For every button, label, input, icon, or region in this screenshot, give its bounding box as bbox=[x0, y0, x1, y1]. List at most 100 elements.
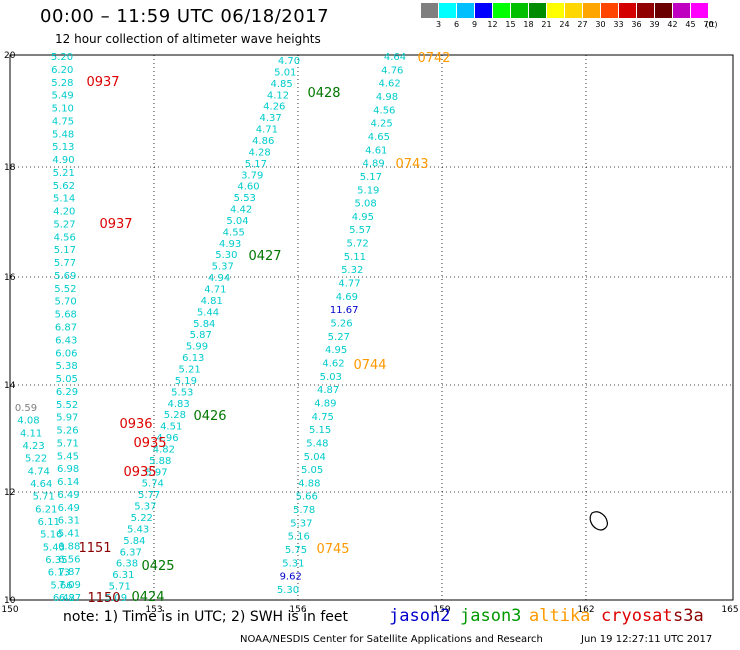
time-label: 1151 bbox=[78, 541, 111, 556]
wave-height-value: 5.75 bbox=[285, 545, 307, 556]
wave-height-value: 6.98 bbox=[57, 464, 79, 475]
wave-height-value: 5.52 bbox=[56, 400, 78, 411]
wave-height-value: 6.42 bbox=[53, 593, 75, 604]
lat-tick-label: 20 bbox=[4, 51, 16, 61]
wave-height-value: 5.17 bbox=[54, 245, 76, 256]
time-label: 0936 bbox=[119, 417, 152, 432]
satellite-label-s3a: s3a bbox=[673, 606, 704, 626]
wave-height-value: 5.17 bbox=[245, 159, 267, 170]
wave-height-value: 6.49 bbox=[58, 503, 80, 514]
wave-height-value: 4.96 bbox=[156, 433, 178, 444]
legend-label: 21 bbox=[541, 20, 552, 29]
time-label: 0425 bbox=[141, 559, 174, 574]
wave-height-value: 4.95 bbox=[325, 345, 347, 356]
wave-height-value: 5.26 bbox=[56, 426, 78, 437]
wave-height-value: 5.28 bbox=[51, 78, 73, 89]
wave-height-value: 4.75 bbox=[312, 412, 334, 423]
wave-height-value: 5.71 bbox=[109, 582, 131, 593]
lat-tick-label: 14 bbox=[4, 381, 16, 391]
wave-height-value: 4.85 bbox=[270, 79, 292, 90]
wave-height-value: 5.38 bbox=[55, 361, 77, 372]
legend-label: 9 bbox=[471, 20, 478, 29]
wave-height-value: 5.10 bbox=[52, 104, 74, 115]
legend-swatch bbox=[475, 3, 492, 18]
wave-height-value: 6.87 bbox=[59, 593, 81, 604]
chart-title: 00:00 – 11:59 UTC 06/18/2017 bbox=[40, 6, 330, 27]
time-label: 0742 bbox=[417, 51, 450, 66]
time-label: 0743 bbox=[395, 157, 428, 172]
wave-height-value: 6.06 bbox=[55, 348, 77, 359]
wave-height-value: 6.49 bbox=[57, 490, 79, 501]
wave-height-value: 11.67 bbox=[330, 305, 359, 316]
legend-swatch bbox=[655, 3, 672, 18]
wave-height-value: 5.37 bbox=[212, 262, 234, 273]
wave-height-value: 4.61 bbox=[365, 145, 387, 156]
time-label: 0937 bbox=[86, 75, 119, 90]
wave-height-value: 5.04 bbox=[304, 452, 326, 463]
wave-height-value: 5.84 bbox=[193, 319, 215, 330]
wave-height-value: 5.08 bbox=[354, 199, 376, 210]
legend-swatch bbox=[529, 3, 546, 18]
wave-height-value: 4.25 bbox=[370, 119, 392, 130]
wave-height-value: 5.30 bbox=[215, 250, 237, 261]
wave-height-value: 4.56 bbox=[54, 232, 76, 243]
wave-height-value: 5.44 bbox=[197, 307, 219, 318]
legend-swatch bbox=[439, 3, 456, 18]
lon-tick-label: 165 bbox=[721, 605, 738, 615]
wave-height-value: 6.38 bbox=[116, 559, 138, 570]
time-label: 0935 bbox=[123, 465, 156, 480]
wave-height-value: 6.11 bbox=[38, 517, 60, 528]
legend-swatch bbox=[565, 3, 582, 18]
time-label: 0745 bbox=[316, 542, 349, 557]
wave-height-value: 5.49 bbox=[51, 91, 73, 102]
wave-height-value: 4.64 bbox=[384, 52, 406, 63]
wave-height-value: 4.62 bbox=[378, 79, 400, 90]
wave-height-value: 5.88 bbox=[149, 456, 171, 467]
legend-label: 12 bbox=[487, 20, 498, 29]
wave-height-value: 4.88 bbox=[298, 478, 320, 489]
wave-height-value: 5.53 bbox=[234, 193, 256, 204]
wave-height-value: 5.78 bbox=[293, 505, 315, 516]
time-label: 0426 bbox=[193, 409, 226, 424]
wave-height-value: 5.05 bbox=[301, 465, 323, 476]
wave-height-value: 4.93 bbox=[219, 239, 241, 250]
wave-height-value: 5.71 bbox=[57, 438, 79, 449]
wave-height-value: 4.26 bbox=[263, 102, 285, 113]
wave-height-value: 5.27 bbox=[53, 220, 75, 231]
wave-height-value: 5.21 bbox=[53, 168, 75, 179]
wave-height-value: 5.01 bbox=[274, 67, 296, 78]
wave-height-value: 5.53 bbox=[171, 387, 193, 398]
wave-height-value: 5.30 bbox=[277, 585, 299, 596]
wave-height-value: 5.84 bbox=[123, 536, 145, 547]
lon-tick-label: 153 bbox=[145, 605, 162, 615]
wave-height-value: 5.16 bbox=[40, 530, 62, 541]
wave-height-value: 4.94 bbox=[208, 273, 230, 284]
legend-label: 33 bbox=[613, 20, 624, 29]
legend-swatch bbox=[457, 3, 474, 18]
wave-height-value: 5.97 bbox=[56, 413, 78, 424]
legend-label: 6 bbox=[453, 20, 460, 29]
lon-tick-label: 159 bbox=[433, 605, 450, 615]
wave-height-value: 6.31 bbox=[112, 570, 134, 581]
credit-text: NOAA/NESDIS Center for Satellite Applica… bbox=[240, 634, 543, 645]
wave-height-value: 4.98 bbox=[376, 92, 398, 103]
wave-height-value: 4.89 bbox=[362, 159, 384, 170]
wave-height-value: 4.90 bbox=[52, 155, 74, 166]
wave-height-value: 5.68 bbox=[55, 310, 77, 321]
legend-swatch bbox=[547, 3, 564, 18]
note-text: note: 1) Time is in UTC; 2) SWH is in fe… bbox=[63, 609, 349, 625]
legend-label: 15 bbox=[505, 20, 516, 29]
wave-height-value: 6.31 bbox=[58, 516, 80, 527]
wave-height-value: 5.66 bbox=[296, 492, 318, 503]
wave-height-value: 4.65 bbox=[368, 132, 390, 143]
wave-height-value: 5.37 bbox=[290, 518, 312, 529]
wave-height-value: 5.74 bbox=[142, 479, 164, 490]
wave-height-value: 5.66 bbox=[50, 580, 72, 591]
wave-height-value: 6.87 bbox=[55, 323, 77, 334]
wave-height-value: 5.48 bbox=[306, 438, 328, 449]
wave-height-value: 5.13 bbox=[52, 142, 74, 153]
legend-swatch bbox=[493, 3, 510, 18]
wave-height-value: 5.41 bbox=[58, 529, 80, 540]
wave-height-value: 4.64 bbox=[30, 479, 52, 490]
legend-swatch bbox=[511, 3, 528, 18]
